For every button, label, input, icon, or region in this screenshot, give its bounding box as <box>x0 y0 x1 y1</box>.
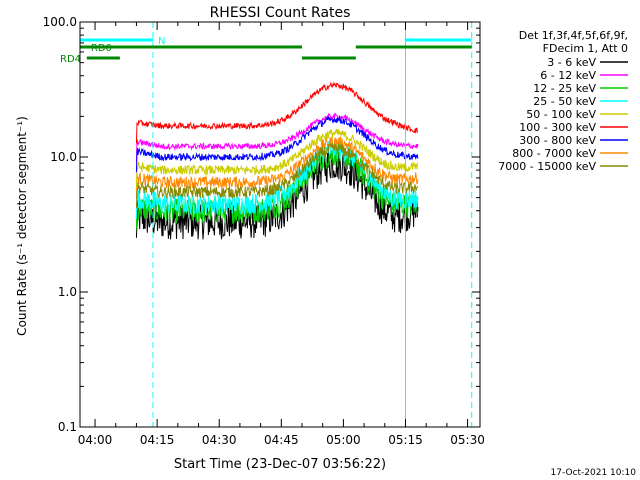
x-axis-label: Start Time (23-Dec-07 03:56:22) <box>174 457 386 472</box>
legend-label: 7000 - 15000 keV <box>498 160 596 173</box>
n-flag-label: N <box>158 36 165 47</box>
legend-header-line-2: FDecim 1, Att 0 <box>543 42 628 55</box>
legend-label: 300 - 800 keV <box>519 134 596 147</box>
legend-label: 50 - 100 keV <box>526 108 596 121</box>
x-tick-label: 04:45 <box>264 433 299 447</box>
series-line <box>135 128 419 188</box>
chart-title: RHESSI Count Rates <box>210 5 351 21</box>
footer-timestamp: 17-Oct-2021 10:10 <box>551 468 637 478</box>
rd4-flag-label: RD4 <box>60 54 81 65</box>
y-axis-label: Count Rate (s⁻¹ detector segment⁻¹) <box>15 116 29 336</box>
plot-frame <box>79 21 481 428</box>
legend: Det 1f,3f,4f,5f,6f,9f, FDecim 1, Att 0 3… <box>498 29 628 173</box>
legend-label: 100 - 300 keV <box>519 121 596 134</box>
legend-label: 3 - 6 keV <box>547 56 596 69</box>
x-tick-label: 04:00 <box>78 433 113 447</box>
x-tick-label: 05:15 <box>388 433 423 447</box>
y-tick-label: 1.0 <box>58 285 77 299</box>
legend-header-line-1: Det 1f,3f,4f,5f,6f,9f, <box>519 29 628 42</box>
rd0-flag-label: RD0 <box>91 43 112 54</box>
series-line <box>135 112 419 163</box>
x-tick-label: 05:30 <box>450 433 485 447</box>
x-tick-label: 04:30 <box>202 433 237 447</box>
y-tick-label: 0.1 <box>58 420 77 434</box>
x-tick-label: 04:15 <box>140 433 175 447</box>
series-line <box>135 81 419 144</box>
x-tick-label: 05:00 <box>326 433 361 447</box>
axes-layer: 100.0 10.0 1.0 0.104:00 04:15 04:30 04:45 05:00… <box>43 15 485 447</box>
legend-label: 12 - 25 keV <box>533 82 596 95</box>
y-tick-label: 10.0 <box>50 150 77 164</box>
series-line <box>135 136 419 199</box>
series-line <box>135 116 419 173</box>
series-line <box>135 138 419 219</box>
series-layer <box>135 81 419 240</box>
legend-label: 25 - 50 keV <box>533 95 596 108</box>
legend-label: 6 - 12 keV <box>540 69 596 82</box>
series-line <box>135 142 419 208</box>
legend-label: 800 - 7000 keV <box>512 147 596 160</box>
y-tick-label: 100.0 <box>43 15 77 29</box>
